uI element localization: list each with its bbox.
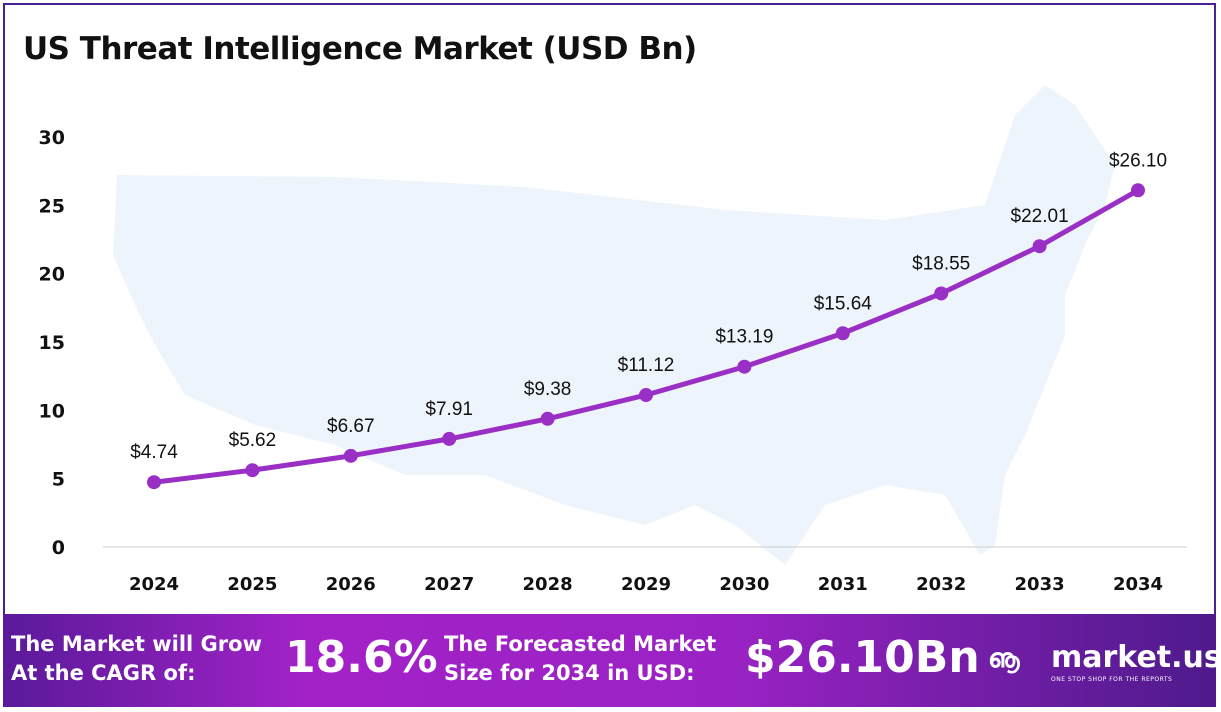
- brand-logo: market.us: [1051, 640, 1221, 675]
- data-label: $5.62: [229, 430, 277, 451]
- data-point: [934, 286, 949, 301]
- data-label: $7.91: [425, 399, 473, 420]
- x-tick-label: 2030: [719, 574, 769, 595]
- chart-frame: 0 5 10 15 20 25 30 2024 2025 2026 2027 2028 2029 2030…: [3, 3, 1216, 707]
- y-tick-label: 0: [52, 537, 65, 559]
- data-label: $13.19: [715, 327, 773, 348]
- x-tick-label: 2029: [621, 574, 671, 595]
- y-tick-label: 20: [39, 264, 65, 286]
- data-label: $9.38: [524, 379, 572, 400]
- cagr-label-line2: At the CAGR of:: [11, 661, 196, 685]
- data-point: [245, 463, 260, 478]
- data-point: [639, 388, 653, 403]
- data-label: $4.74: [130, 442, 178, 463]
- data-point: [343, 448, 358, 463]
- y-tick-label: 5: [52, 469, 65, 491]
- brand-tagline: ONE STOP SHOP FOR THE REPORTS: [1051, 676, 1173, 683]
- data-label: $18.55: [912, 253, 970, 274]
- data-point: [442, 431, 457, 446]
- x-tick-label: 2025: [227, 574, 277, 595]
- x-tick-label: 2026: [326, 574, 376, 595]
- cagr-value: 18.6%: [285, 632, 438, 683]
- data-label: $15.64: [814, 293, 873, 314]
- data-point: [1131, 183, 1145, 198]
- data-label: $11.12: [618, 355, 675, 376]
- summary-banner: The Market will Grow At the CAGR of: 18.…: [3, 614, 1221, 707]
- y-tick-label: 25: [39, 195, 65, 217]
- market-us-logo-icon: ൡ: [988, 644, 1020, 674]
- x-tick-label: 2033: [1015, 574, 1065, 595]
- data-point: [540, 411, 555, 426]
- forecast-label: The Forecasted Market Size for 2034 in U…: [444, 630, 716, 688]
- y-tick-label: 30: [39, 127, 65, 149]
- x-tick-label: 2027: [424, 574, 474, 595]
- data-label: $22.01: [1011, 206, 1069, 227]
- forecast-value: $26.10Bn: [745, 632, 980, 683]
- y-tick-label: 10: [39, 400, 65, 422]
- x-tick-label: 2024: [129, 574, 179, 595]
- forecast-label-line2: Size for 2034 in USD:: [444, 661, 695, 685]
- cagr-label-line1: The Market will Grow: [11, 632, 262, 656]
- x-tick-label: 2031: [818, 574, 868, 595]
- forecast-label-line1: The Forecasted Market: [444, 632, 717, 656]
- cagr-label: The Market will Grow At the CAGR of:: [11, 630, 262, 688]
- x-tick-label: 2028: [523, 574, 573, 595]
- data-point: [147, 475, 161, 490]
- data-point: [737, 359, 752, 374]
- x-tick-label: 2032: [916, 574, 966, 595]
- data-point: [1032, 239, 1047, 254]
- data-label: $26.10: [1109, 150, 1167, 171]
- data-point: [835, 326, 850, 341]
- x-tick-label: 2034: [1113, 574, 1163, 595]
- us-map-background: [113, 85, 1115, 565]
- y-tick-label: 15: [39, 332, 65, 354]
- data-label: $6.67: [327, 416, 375, 437]
- chart-title: US Threat Intelligence Market (USD Bn): [23, 31, 697, 67]
